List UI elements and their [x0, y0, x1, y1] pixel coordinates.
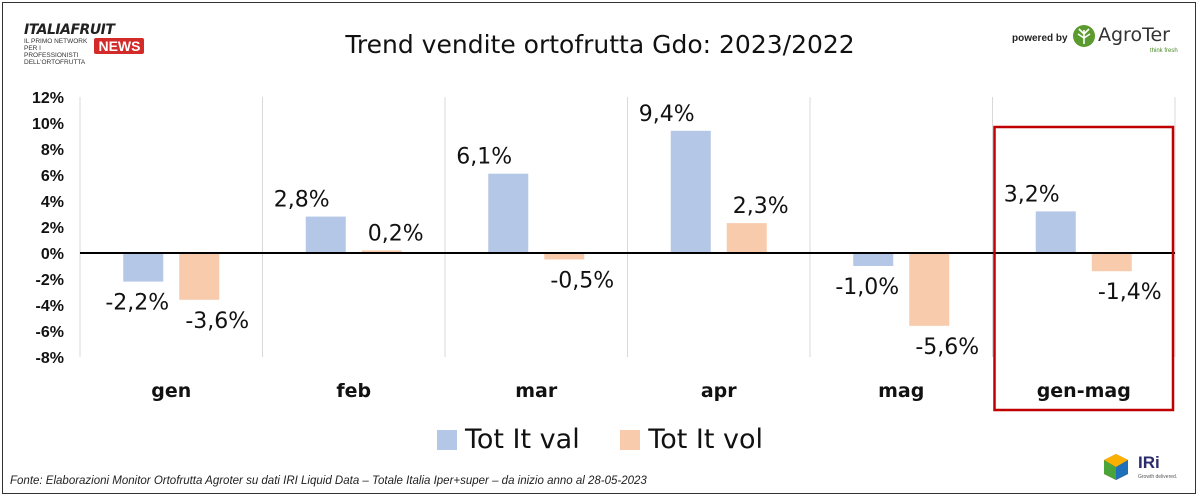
bar-vol	[726, 223, 767, 253]
iri-logo-text: IRi	[1138, 453, 1160, 472]
bar-val	[123, 253, 164, 282]
legend-label-val: Tot It val	[464, 424, 580, 455]
legend-item-val: Tot It val	[436, 424, 580, 455]
italiafruit-logo-small: IL PRIMO NETWORK PER I PROFESSIONISTI DE…	[24, 38, 88, 66]
highlight-box	[993, 125, 1175, 412]
bar-val	[305, 216, 346, 253]
y-tick-label: 0%	[41, 246, 64, 263]
legend-swatch-vol	[620, 429, 641, 450]
data-label: 3,2%	[1004, 182, 1060, 207]
data-label: 2,8%	[274, 188, 330, 213]
data-label: 9,4%	[639, 102, 695, 127]
y-tick-label: 12%	[32, 90, 64, 107]
y-tick-label: -6%	[36, 324, 64, 341]
bar-vol	[1091, 253, 1132, 272]
bar-vol	[361, 250, 402, 253]
y-tick-label: 2%	[41, 220, 64, 237]
bar-val	[488, 173, 529, 253]
data-label: 2,3%	[733, 194, 789, 219]
agroter-logo-text: AgroTer	[1098, 24, 1170, 46]
y-tick-label: 8%	[41, 142, 64, 159]
y-tick-label: -2%	[36, 272, 64, 289]
bar-vol	[544, 253, 585, 260]
agroter-logo-sub: think fresh	[1150, 48, 1178, 54]
x-tick-label: apr	[701, 380, 737, 402]
x-tick-label: mar	[515, 380, 558, 402]
italiafruit-logo-news: NEWS	[94, 38, 145, 54]
source-note: Fonte: Elaborazioni Monitor Ortofrutta A…	[10, 475, 647, 487]
legend-item-vol: Tot It vol	[620, 424, 763, 455]
bar-vol	[179, 253, 220, 300]
x-tick-label: gen-mag	[1037, 380, 1131, 402]
data-label: -5,6%	[915, 335, 979, 360]
x-tick-label: gen	[151, 380, 191, 402]
data-label: 6,1%	[456, 145, 512, 170]
legend-swatch-val	[436, 429, 457, 450]
agroter-logo-icon	[1073, 25, 1095, 47]
y-tick-label: -8%	[36, 350, 64, 367]
bar-chart: 12% 10% 8% 6% 4% 2% 0% -2% -4% -6% -8% -2,2% -3,6% ge…	[32, 90, 1176, 412]
y-tick-label: 10%	[32, 116, 64, 133]
data-label: -0,5%	[550, 269, 614, 294]
chart-title: Trend vendite ortofrutta Gdo: 2023/2022	[345, 30, 855, 59]
x-tick-label: feb	[336, 380, 371, 402]
iri-logo-icon	[1104, 454, 1128, 480]
chart-legend: Tot It val Tot It vol	[0, 424, 1200, 457]
data-label: 0,2%	[368, 221, 424, 246]
data-label: -2,2%	[105, 291, 169, 316]
y-tick-label: 4%	[41, 194, 64, 211]
italiafruit-logo: ITALIAFRUIT IL PRIMO NETWORK PER I PROFE…	[24, 22, 160, 66]
bar-vol	[909, 253, 950, 326]
x-tick-label: mag	[878, 380, 924, 402]
bar-val	[670, 130, 711, 253]
powered-by-label: powered by	[1012, 33, 1068, 44]
italiafruit-logo-main: ITALIAFRUIT	[24, 22, 115, 38]
data-label: -1,0%	[835, 275, 899, 300]
y-tick-label: -4%	[36, 298, 64, 315]
y-tick-label: 6%	[41, 168, 64, 185]
data-label: -1,4%	[1098, 280, 1162, 305]
legend-label-vol: Tot It vol	[648, 424, 764, 455]
bar-val	[1035, 211, 1076, 253]
iri-logo-sub: Growth delivered.	[1138, 474, 1178, 480]
data-label: -3,6%	[185, 309, 249, 334]
bar-val	[853, 253, 894, 266]
